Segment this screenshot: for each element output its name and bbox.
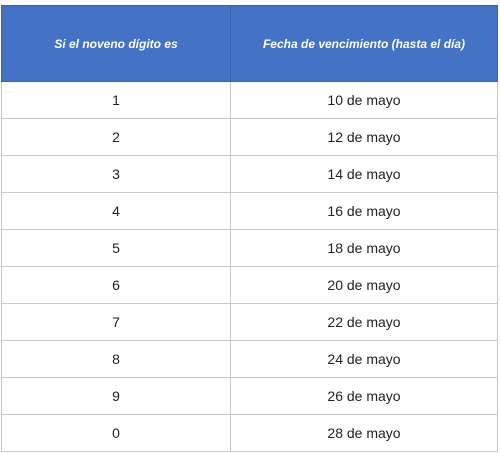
header-due-date: Fecha de vencimiento (hasta el día) <box>230 5 498 82</box>
digit-cell: 3 <box>1 155 231 193</box>
table-row: 2 12 de mayo <box>1 118 498 156</box>
table-row: 1 10 de mayo <box>1 81 498 119</box>
digit-cell: 7 <box>1 303 231 341</box>
due-date-cell: 10 de mayo <box>230 81 498 119</box>
table-row: 9 26 de mayo <box>1 377 498 415</box>
due-date-cell: 26 de mayo <box>230 377 498 415</box>
table-row: 4 16 de mayo <box>1 192 498 230</box>
table-row: 8 24 de mayo <box>1 340 498 378</box>
digit-cell: 1 <box>1 81 231 119</box>
due-date-cell: 12 de mayo <box>230 118 498 156</box>
header-digit: Si el noveno dígito es <box>1 5 231 82</box>
digit-cell: 0 <box>1 414 231 452</box>
due-date-cell: 28 de mayo <box>230 414 498 452</box>
table-header-row: Si el noveno dígito es Fecha de vencimie… <box>1 5 498 82</box>
digit-cell: 5 <box>1 229 231 267</box>
table-row: 3 14 de mayo <box>1 155 498 193</box>
table-row: 7 22 de mayo <box>1 303 498 341</box>
due-date-cell: 18 de mayo <box>230 229 498 267</box>
digit-cell: 2 <box>1 118 231 156</box>
digit-cell: 6 <box>1 266 231 304</box>
due-date-cell: 16 de mayo <box>230 192 498 230</box>
due-date-cell: 14 de mayo <box>230 155 498 193</box>
due-date-cell: 24 de mayo <box>230 340 498 378</box>
digit-cell: 9 <box>1 377 231 415</box>
due-date-cell: 22 de mayo <box>230 303 498 341</box>
table-row: 6 20 de mayo <box>1 266 498 304</box>
digit-cell: 4 <box>1 192 231 230</box>
digit-cell: 8 <box>1 340 231 378</box>
due-date-table: Si el noveno dígito es Fecha de vencimie… <box>1 5 498 452</box>
table-row: 5 18 de mayo <box>1 229 498 267</box>
table-row: 0 28 de mayo <box>1 414 498 452</box>
due-date-cell: 20 de mayo <box>230 266 498 304</box>
